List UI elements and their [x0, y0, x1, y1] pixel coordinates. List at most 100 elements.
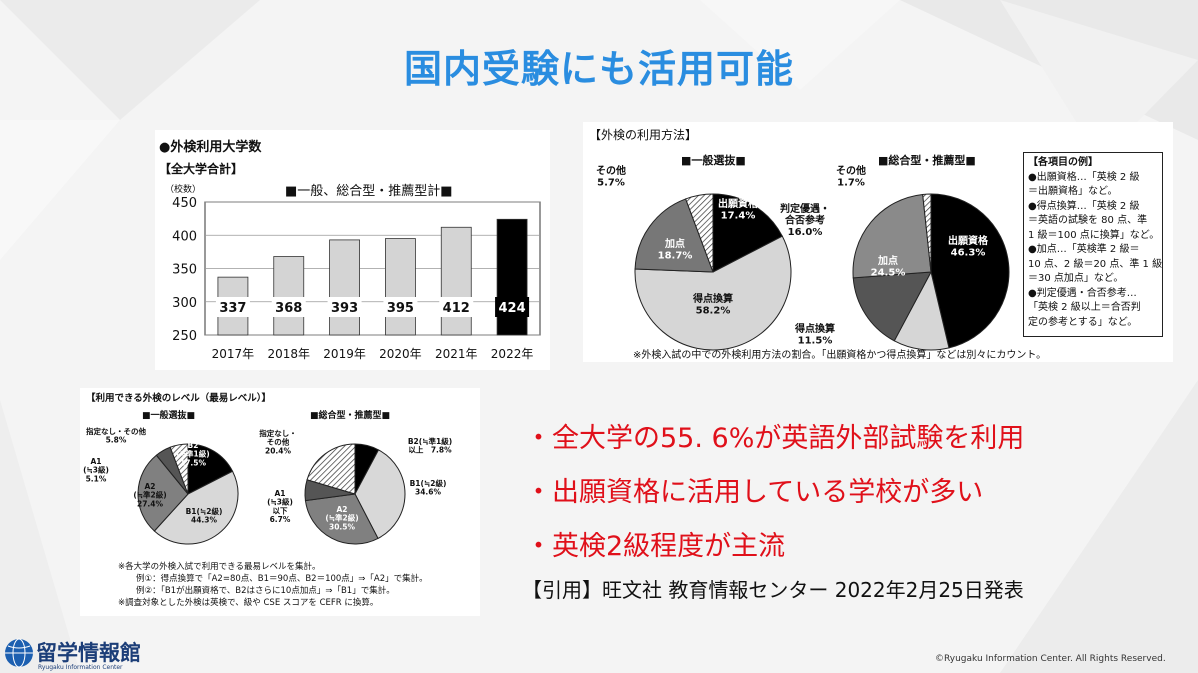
bar-panel-heading: ●外検利用大学数 [159, 140, 262, 155]
pie-label: 加点 18.7% [658, 237, 693, 262]
pie-label: B1(≒2級) 34.6% [410, 478, 447, 497]
bar [496, 218, 528, 336]
level-left-title: ■一般選抜■ [142, 411, 196, 421]
legend-line: ＝英語の試験を 80 点、準 [1028, 215, 1148, 226]
slice-tokuten [634, 235, 792, 351]
method-legend-box: 【各項目の例】 ●出願資格…「英検 2 級 ＝出願資格」など。 ●得点換算…「英… [1023, 152, 1163, 337]
bar-value-bg [383, 297, 418, 317]
y-tick-label: 450 [172, 196, 197, 211]
bar [329, 239, 360, 336]
method-panel-heading: 【外検の利用方法】 [589, 128, 698, 142]
x-tick-label: 2019年 [323, 347, 366, 361]
bar-value-bg [495, 297, 530, 317]
level-right-title: ■総合型・推薦型■ [310, 411, 391, 421]
bar-chart-title: ■一般、総合型・推薦型計■ [285, 184, 453, 199]
pie-label: 判定優遇・合否参考 16.0% [780, 202, 830, 238]
pie-label: B1(≒2級) 44.3% [186, 506, 223, 525]
legend-line: ●出願資格…「英検 2 級 [1028, 171, 1140, 183]
method-pies: 出願資格 17.4% 得点換算 58.2% 加点 18.7% その他 5.7% 出願資格 46.3… [596, 164, 1010, 351]
bar-value-bg [327, 297, 362, 317]
globe-logo-icon [5, 638, 33, 668]
bar-value-label: 337 [219, 301, 246, 316]
pie-label: A1 (≒3級)以下 6.7% [267, 489, 293, 524]
slice-b1 [354, 449, 406, 540]
legend-line: ●加点…「英検準 2 級＝ [1028, 244, 1140, 255]
pie-label: 出願資格 17.4% [718, 197, 759, 222]
bar [273, 256, 305, 336]
legend-line: 10 点、2 級＝20 点、準 1 級 [1028, 258, 1163, 270]
citation: 【引用】旺文社 教育情報センター 2022年2月25日発表 [522, 578, 1024, 602]
legend-line: ●得点換算…「英検 2 級 [1028, 200, 1140, 212]
method-footnote: ※外検入試の中での外検利用方法の割合。「出願資格かつ得点換算」などは別々にカウン… [633, 350, 1047, 361]
bar-value-label: 368 [275, 301, 302, 316]
method-right-title: ■総合型・推薦型■ [878, 154, 976, 167]
bar [385, 238, 416, 336]
logo-subtitle: Ryugaku Information Center [38, 664, 123, 671]
pie-label: 加点 24.5% [871, 254, 906, 279]
legend-title: 【各項目の例】 [1028, 157, 1098, 168]
bar-value-label: 412 [443, 301, 470, 316]
slice-b2 [187, 443, 234, 495]
slice-b1 [153, 470, 239, 545]
legend-line: ●判定優遇・合否参考… [1028, 287, 1137, 299]
level-panel: 【利用できる外検のレベル（最易レベル）】 ■一般選抜■ ■総合型・推薦型■ B2… [80, 388, 480, 616]
pie-label: その他 1.7% [836, 164, 866, 189]
bar-value-bg [439, 297, 474, 317]
bar-value-label: 395 [387, 301, 414, 316]
pie-label: 出願資格 46.3% [948, 234, 989, 259]
x-tick-label: 2022年 [491, 347, 534, 361]
legend-line: 定の参考とする」など。 [1028, 316, 1138, 328]
slice-other [922, 193, 932, 273]
method-panel: 【外検の利用方法】 ■一般選抜■ ■総合型・推薦型■ 出願資格 17.4% 得点換算… [583, 122, 1173, 362]
level-note: ※各大学の外検入試で利用できる最易レベルを集計。 [118, 562, 321, 572]
bar-value-bg [215, 297, 250, 317]
logo-name: 留学情報館 [36, 641, 141, 665]
bar-unit-label: （校数） [165, 185, 202, 195]
slice-katen [852, 193, 932, 279]
slice-katen [634, 198, 714, 273]
y-tick-label: 250 [172, 329, 197, 344]
legend-line: ＝30 点加点」など。 [1028, 273, 1124, 284]
bullet-item: ・英検2級程度が主流 [525, 531, 786, 562]
slice-other [685, 193, 714, 273]
legend-line: ＝出願資格」など。 [1028, 186, 1118, 197]
legend-line: 「英検 2 級以上＝合否判 [1028, 302, 1141, 313]
slice-hantei [852, 271, 932, 342]
pie-label: 指定なし・その他 20.4% [259, 428, 297, 455]
x-tick-label: 2020年 [379, 347, 422, 361]
legend-line: 1 級＝100 点に換算」など。 [1028, 229, 1160, 241]
pie-label: A1 (≒3級) 5.1% [83, 457, 109, 483]
bullet-item: ・出願資格に活用している学校が多い [525, 477, 984, 508]
y-tick-label: 400 [172, 229, 197, 244]
level-note: 例②：「B1が出願資格で、B2はさらに10点加点」⇒「B1」で集計。 [136, 586, 395, 596]
bar-chart-panel: ●外検利用大学数 【全大学合計】 （校数） ■一般、総合型・推薦型計■ 250 3… [155, 130, 550, 370]
pie-label: A2 (≒準2級) 30.5% [325, 505, 358, 531]
pie-label: 得点換算 11.5% [794, 322, 835, 347]
copyright: ©Ryugaku Information Center. All Rights … [935, 654, 1166, 664]
x-tick-label: 2018年 [267, 347, 310, 361]
slice-shutsugan [712, 193, 783, 273]
pie-label: B2(≒準1級)以上 7.8% [408, 436, 452, 455]
bar-value-label: 424 [499, 301, 526, 316]
bar-value-label: 393 [331, 301, 358, 316]
bar-chart: 250 300 350 400 450 337 2017年 368 2018年 393 2019年 3… [172, 196, 541, 361]
y-tick-label: 300 [172, 296, 197, 311]
slice-none [306, 443, 356, 495]
page-title: 国内受験にも活用可能 [403, 47, 794, 91]
slice-a2 [304, 493, 379, 545]
level-pies: B2 (≒準1級) 17.5% B1(≒2級) 44.3% A2 (≒準2級) 27.4% A1… [83, 426, 452, 545]
pie-label: 得点換算 58.2% [692, 292, 733, 317]
slice-a2 [137, 454, 189, 532]
level-note: ※調査対象とした外検は英検で、級や CSE スコアを CEFR に換算。 [118, 598, 379, 608]
pie-label: その他 5.7% [596, 164, 626, 189]
slice-shutsugan [930, 193, 1010, 349]
x-tick-label: 2021年 [435, 347, 478, 361]
slice-none [169, 443, 189, 495]
x-tick-label: 2017年 [212, 347, 255, 361]
y-tick-label: 350 [172, 263, 197, 278]
pie-label: 指定なし・その他 5.8% [86, 426, 146, 445]
bullet-item: ・全大学の55. 6%が英語外部試験を利用 [525, 423, 1025, 454]
pie-label: A2 (≒準2級) 27.4% [133, 482, 166, 508]
pie-label: B2 (≒準1級) 17.5% [176, 441, 209, 467]
